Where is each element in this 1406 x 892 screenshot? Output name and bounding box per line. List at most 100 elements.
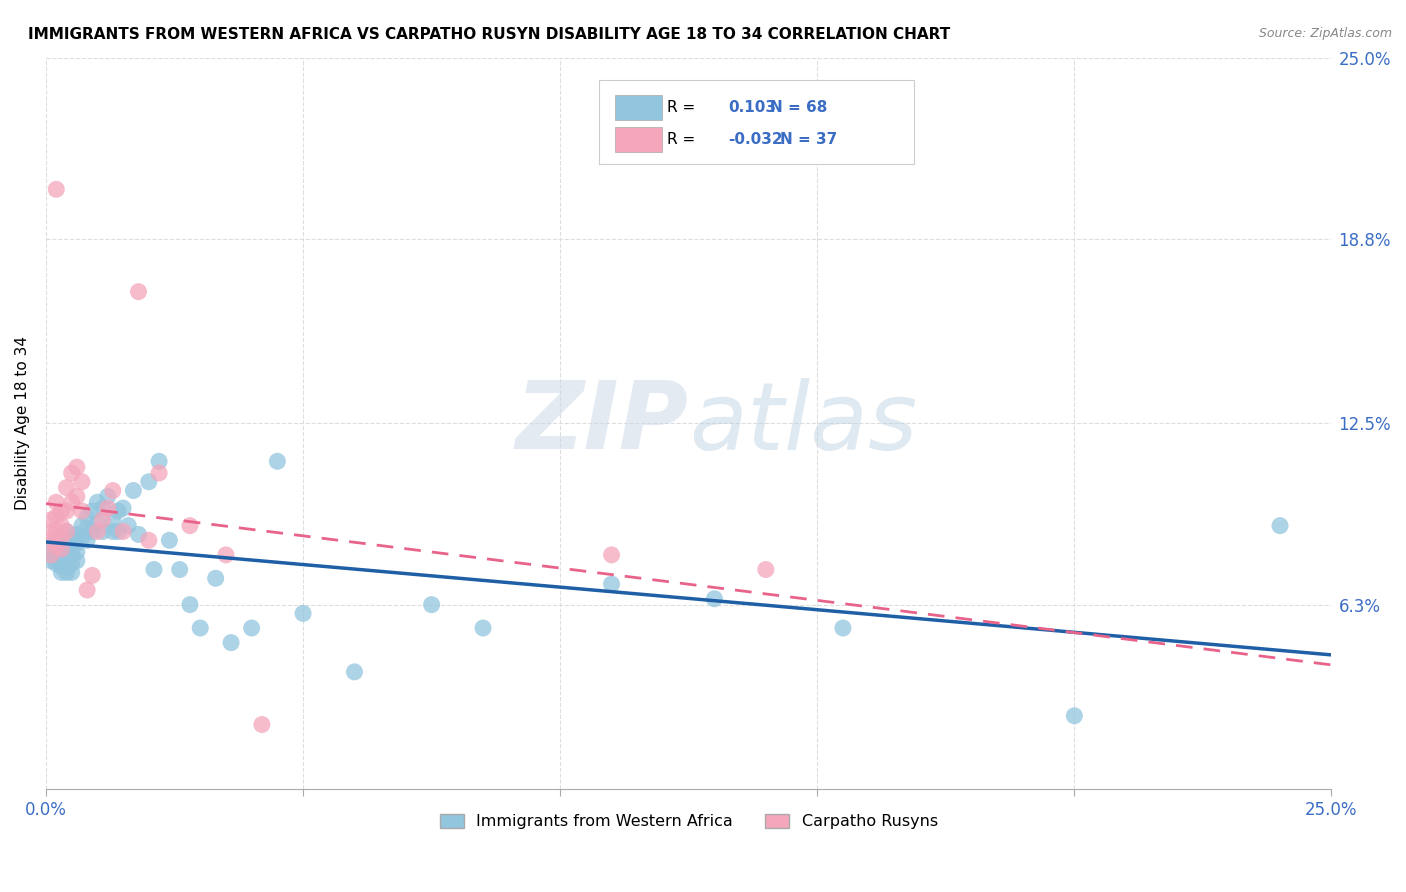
Point (55, 524, 77, 539)
Text: IMMIGRANTS FROM WESTERN AFRICA VS CARPATHO RUSYN DISABILITY AGE 18 TO 34 CORRELA: IMMIGRANTS FROM WESTERN AFRICA VS CARPAT… (28, 27, 950, 42)
Legend: Immigrants from Western Africa, Carpatho Rusyns: Immigrants from Western Africa, Carpatho… (433, 807, 945, 836)
Point (66, 536, 89, 550)
FancyBboxPatch shape (616, 128, 662, 152)
Point (128, 285, 150, 299)
Point (600, 577, 623, 591)
Point (219, 635, 242, 649)
Point (420, 598, 443, 612)
Point (1268, 518, 1291, 533)
Text: atlas: atlas (689, 378, 917, 469)
Point (55, 481, 77, 495)
Point (45, 495, 67, 509)
Point (70, 530, 93, 544)
Point (128, 527, 150, 541)
FancyBboxPatch shape (599, 79, 914, 164)
Point (45, 557, 67, 571)
Point (60, 557, 83, 571)
Point (101, 524, 124, 539)
Point (76, 582, 98, 597)
Point (240, 621, 263, 635)
Text: R =: R = (666, 132, 700, 147)
Point (66, 489, 89, 503)
Point (51, 566, 73, 580)
Point (55, 566, 77, 580)
Text: 0.103: 0.103 (728, 100, 776, 115)
Point (51, 545, 73, 559)
Point (91, 501, 114, 516)
Point (179, 518, 201, 533)
Point (45, 524, 67, 539)
Point (107, 504, 129, 518)
Point (55, 536, 77, 550)
Point (45, 542, 67, 557)
Point (204, 571, 226, 585)
Point (51, 539, 73, 553)
Point (51, 530, 73, 544)
Point (188, 621, 211, 635)
Point (51, 504, 73, 518)
Point (266, 454, 288, 468)
Point (45, 539, 67, 553)
Point (755, 562, 778, 576)
Point (45, 182, 67, 196)
Point (60, 539, 83, 553)
Point (86, 516, 108, 530)
Point (39, 513, 62, 527)
Point (51, 518, 73, 533)
Point (112, 501, 135, 516)
Point (122, 483, 145, 498)
Point (70, 504, 93, 518)
Point (703, 591, 725, 606)
Point (60, 548, 83, 562)
Point (112, 524, 135, 539)
Point (66, 460, 89, 475)
Point (97, 501, 120, 516)
Point (138, 475, 160, 489)
Point (70, 475, 93, 489)
Point (45, 548, 67, 562)
Point (600, 548, 623, 562)
Point (55, 559, 77, 574)
Point (343, 665, 366, 679)
Point (39, 533, 62, 548)
Point (60, 466, 83, 480)
Point (97, 489, 120, 503)
Point (39, 524, 62, 539)
Point (91, 524, 114, 539)
Point (51, 559, 73, 574)
Point (70, 518, 93, 533)
Point (157, 533, 180, 548)
Point (66, 527, 89, 541)
Point (39, 548, 62, 562)
Point (76, 522, 98, 536)
Point (55, 548, 77, 562)
Point (117, 518, 139, 533)
Point (82, 568, 104, 582)
Point (472, 621, 495, 635)
Point (169, 562, 191, 576)
Point (148, 466, 170, 480)
Text: R =: R = (666, 100, 700, 115)
Point (60, 566, 83, 580)
Point (55, 524, 77, 539)
Point (82, 504, 104, 518)
Point (215, 548, 238, 562)
Point (142, 562, 165, 576)
Point (55, 554, 77, 568)
Point (39, 548, 62, 562)
Point (138, 533, 160, 548)
FancyBboxPatch shape (616, 95, 662, 120)
Point (51, 542, 73, 557)
Point (86, 524, 108, 539)
Point (76, 533, 98, 548)
Text: N = 68: N = 68 (769, 100, 827, 115)
Point (179, 598, 201, 612)
Text: ZIP: ZIP (516, 377, 689, 469)
Point (60, 495, 83, 509)
Point (101, 513, 124, 527)
Point (55, 504, 77, 518)
Point (55, 542, 77, 557)
Text: N = 37: N = 37 (780, 132, 837, 147)
Point (292, 607, 315, 621)
Point (1063, 708, 1085, 723)
